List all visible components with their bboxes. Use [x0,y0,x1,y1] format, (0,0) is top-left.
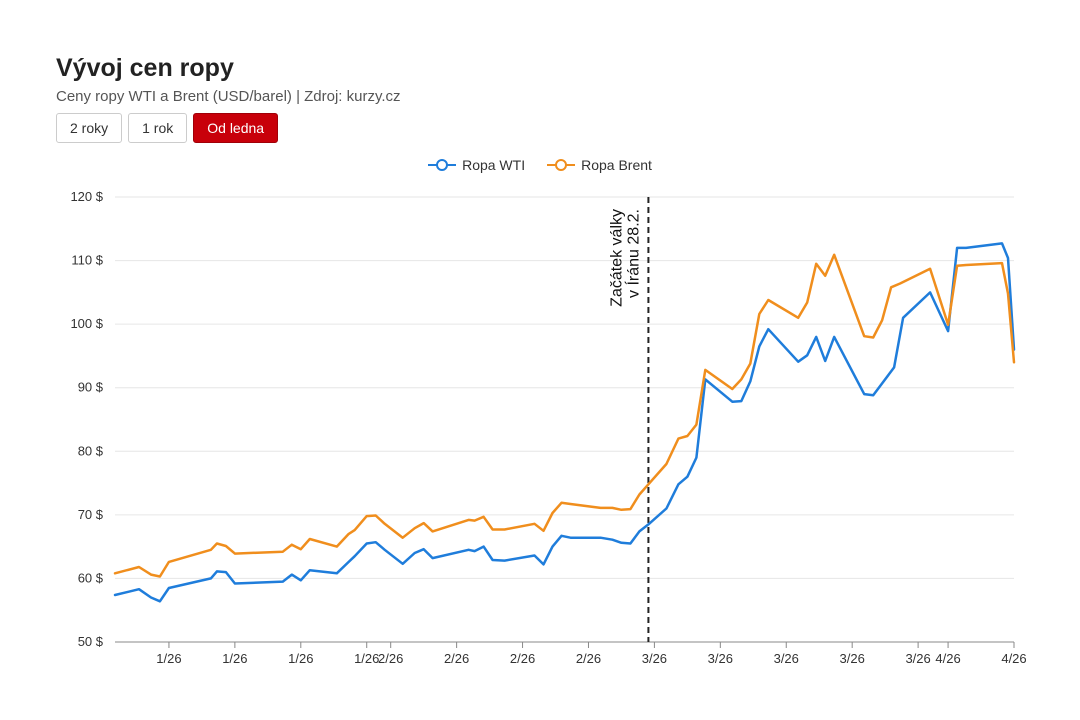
range-selector: 2 roky 1 rok Od ledna [56,113,279,143]
series-line-wti [113,242,1016,603]
x-tick-label: 3/26 [642,651,667,666]
y-tick-label: 70 $ [78,507,104,522]
x-tick-label: 3/26 [708,651,733,666]
range-button-1-year[interactable]: 1 rok [128,113,188,143]
chart-subtitle: Ceny ropy WTI a Brent (USD/barel) | Zdro… [56,88,401,105]
legend-marker-wti-icon [428,159,457,171]
x-tick-label: 1/26 [222,651,247,666]
x-tick-label: 3/26 [774,651,799,666]
x-tick-label: 4/26 [935,651,960,666]
legend-marker-brent-icon [547,159,576,171]
x-tick-label: 3/26 [905,651,930,666]
x-tick-label: 2/26 [378,651,403,666]
chart-title: Vývoj cen ropy [56,54,234,82]
y-tick-label: 110 $ [71,253,103,268]
legend-label-brent: Ropa Brent [581,157,652,173]
x-tick-label: 4/26 [1001,651,1026,666]
x-tick-label: 2/26 [444,651,469,666]
y-tick-label: 120 $ [70,189,103,204]
x-tick-label: 1/26 [156,651,181,666]
series-line-brent [113,253,1016,578]
legend-label-wti: Ropa WTI [462,157,526,173]
legend-item-wti[interactable]: Ropa WTI [428,157,525,173]
x-tick-label: 1/26 [288,651,313,666]
y-tick-label: 60 $ [78,570,104,585]
range-button-2-years[interactable]: 2 roky [56,113,123,143]
x-tick-label: 1/26 [354,651,379,666]
legend-item-brent[interactable]: Ropa Brent [547,157,652,173]
x-tick-label: 2/26 [510,651,535,666]
war-start-annotation: Začátek války v Íránu 28.2. [608,209,642,307]
annotation-line-1: Začátek války [608,209,625,307]
y-tick-label: 50 $ [78,634,104,649]
y-tick-label: 100 $ [70,316,103,331]
range-button-since-january[interactable]: Od ledna [193,113,279,143]
y-tick-label: 80 $ [78,443,104,458]
chart-legend: Ropa WTI Ropa Brent [0,157,1080,173]
y-tick-label: 90 $ [78,380,104,395]
x-tick-label: 3/26 [840,651,865,666]
x-tick-label: 2/26 [576,651,601,666]
annotation-line-2: v Íránu 28.2. [623,209,642,298]
